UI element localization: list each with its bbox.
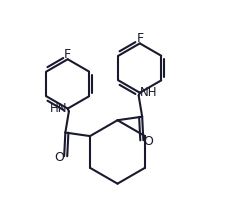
Text: HN: HN <box>50 102 68 115</box>
Text: O: O <box>144 135 153 148</box>
Text: F: F <box>136 32 143 45</box>
Text: NH: NH <box>140 86 157 99</box>
Text: O: O <box>54 151 64 164</box>
Text: F: F <box>64 48 71 61</box>
